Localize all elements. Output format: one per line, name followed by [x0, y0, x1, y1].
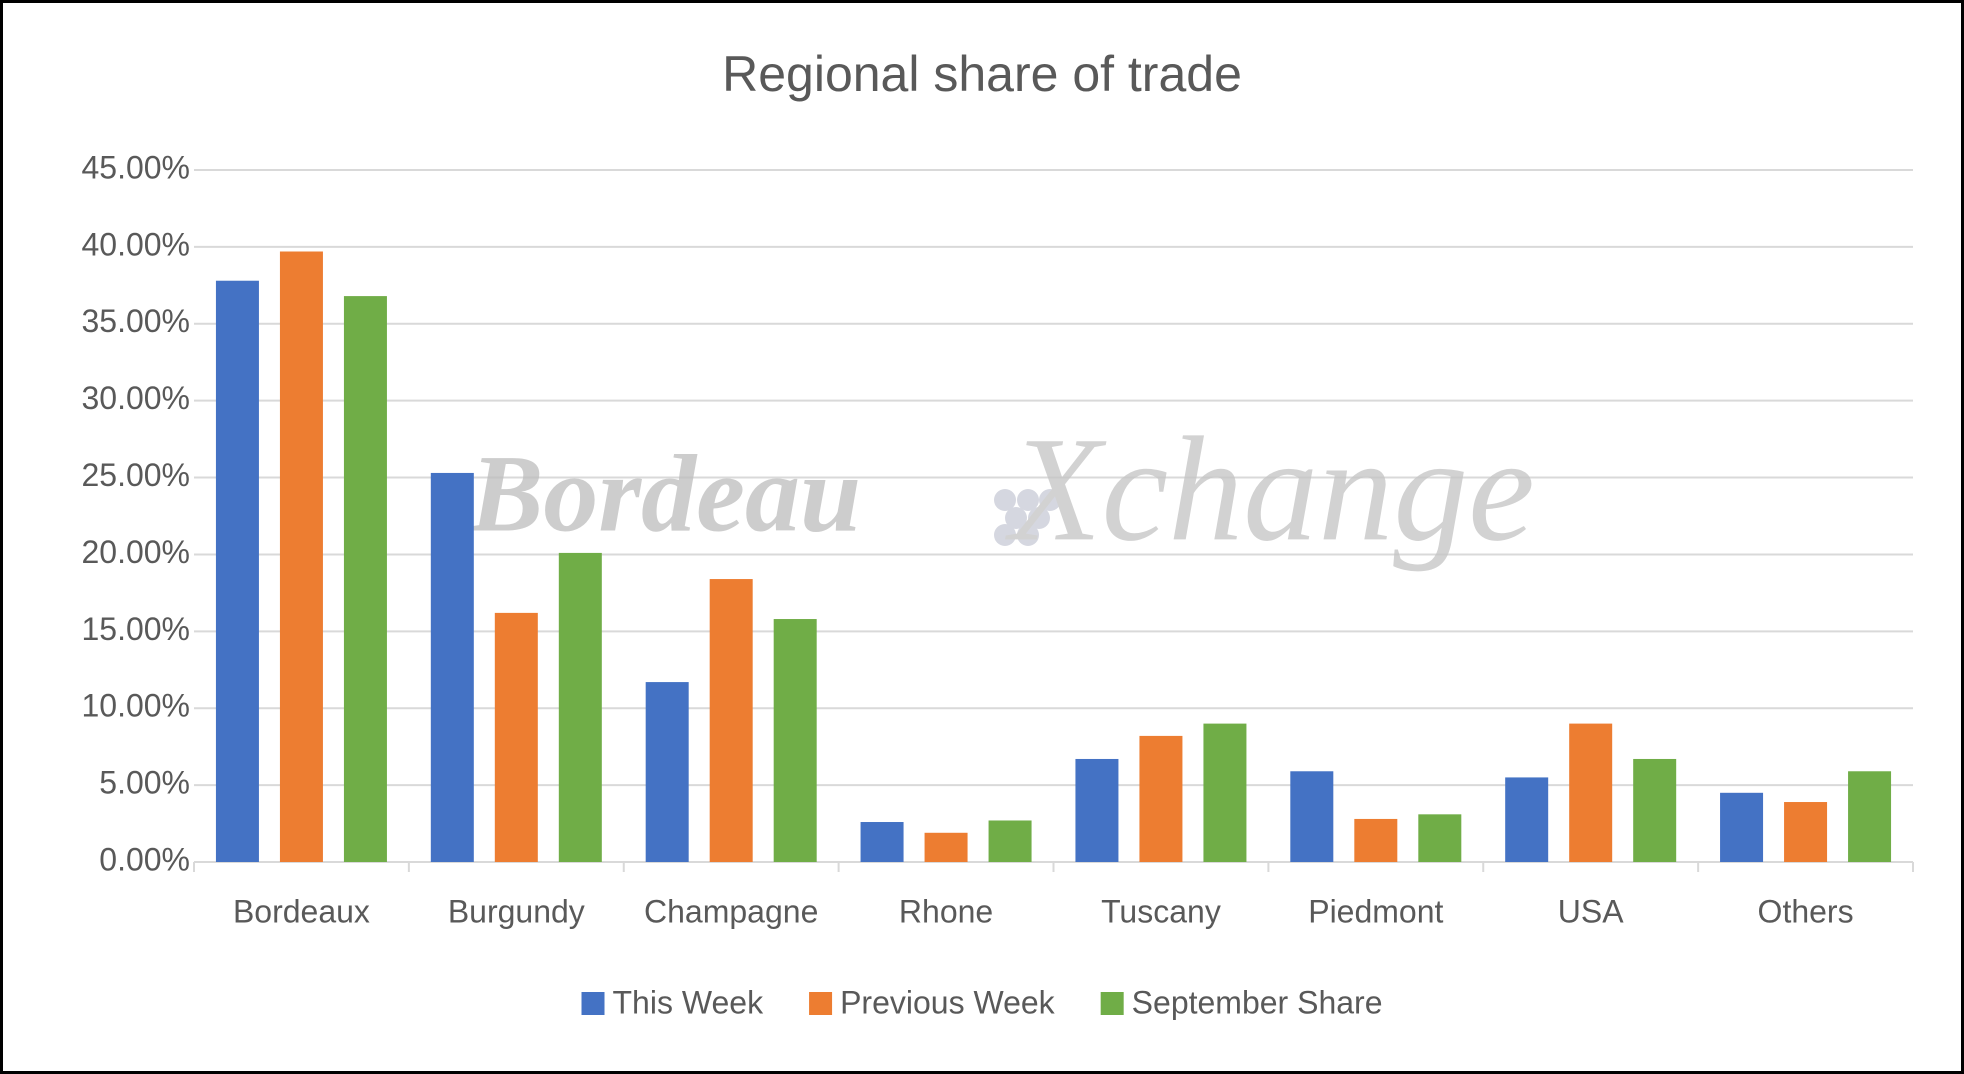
bar [279, 251, 323, 863]
y-tick-label: 45.00% [81, 149, 190, 185]
bar [1505, 777, 1549, 862]
bar [860, 822, 904, 862]
bar [215, 280, 259, 863]
y-tick-label: 20.00% [81, 534, 190, 570]
bar [1784, 802, 1828, 862]
legend-label: Previous Week [840, 984, 1056, 1020]
bar [494, 612, 538, 862]
legend-swatch [809, 992, 833, 1015]
legend-label: September Share [1132, 984, 1383, 1020]
y-tick-label: 5.00% [99, 765, 190, 801]
legend-swatch [1100, 992, 1124, 1015]
y-tick-label: 40.00% [81, 226, 190, 262]
x-tick-label: Burgundy [448, 893, 585, 929]
bar [1290, 771, 1334, 862]
bar [558, 552, 602, 862]
bar [773, 619, 817, 862]
watermark-text: Xchange [1005, 406, 1535, 572]
bar [343, 296, 387, 862]
bar [430, 472, 474, 862]
x-tick-label: Rhone [899, 893, 993, 929]
bar [1848, 771, 1892, 862]
bar [988, 820, 1032, 862]
bar [1203, 723, 1247, 862]
watermark: Bordeau Xchange [468, 406, 1535, 572]
y-tick-label: 10.00% [81, 688, 190, 724]
bar [1354, 818, 1398, 862]
bar [1720, 792, 1764, 862]
bar [1418, 814, 1462, 862]
y-tick-label: 15.00% [81, 611, 190, 647]
legend-swatch [581, 992, 605, 1015]
x-tick-label: Bordeaux [233, 893, 370, 929]
chart-title: Regional share of trade [722, 46, 1242, 102]
grape-icon [994, 489, 1061, 546]
bar [1075, 758, 1119, 862]
y-tick-label: 0.00% [99, 841, 190, 877]
x-tick-label: Piedmont [1308, 893, 1443, 929]
y-tick-label: 30.00% [81, 380, 190, 416]
bar [645, 682, 689, 862]
y-tick-label: 35.00% [81, 303, 190, 339]
y-tick-label: 25.00% [81, 457, 190, 493]
bar [709, 579, 753, 862]
x-tick-label: USA [1558, 893, 1624, 929]
bar [1633, 758, 1677, 862]
legend-label: This Week [613, 984, 765, 1020]
x-tick-label: Champagne [644, 893, 818, 929]
bar [1139, 735, 1183, 862]
bar [1569, 723, 1613, 862]
x-tick-label: Others [1758, 893, 1854, 929]
bar [924, 832, 968, 862]
x-tick-label: Tuscany [1101, 893, 1221, 929]
watermark-text: Bordeau [468, 432, 861, 554]
